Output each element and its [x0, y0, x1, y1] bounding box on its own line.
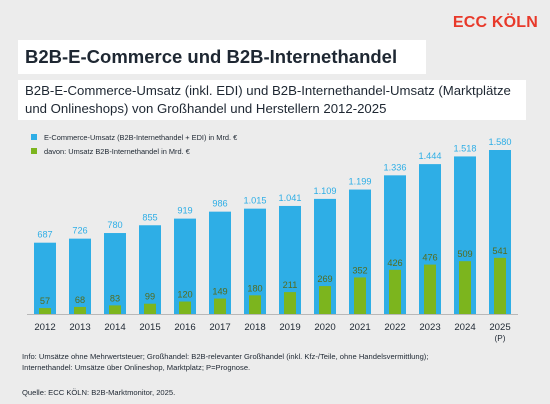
- legend: E-Commerce-Umsatz (B2B-Internethandel + …: [31, 133, 237, 156]
- bar-internethandel-2022: [389, 269, 401, 314]
- label-ecommerce-2024: 1.518: [454, 143, 477, 153]
- label-internethandel-2013: 68: [75, 295, 85, 305]
- x-axis-ticks: 2012 2013 2014 2015 2016 2017 2018 2019 2020 2021…: [34, 322, 510, 343]
- legend-ecommerce-swatch: [31, 134, 37, 140]
- x-tick-2020: 2020: [314, 322, 335, 333]
- label-ecommerce-2025: 1.580: [489, 137, 512, 147]
- label-internethandel-2020: 269: [317, 274, 332, 284]
- label-ecommerce-2013: 726: [72, 226, 87, 236]
- label-internethandel-2015: 99: [145, 292, 155, 302]
- x-tick-2018: 2018: [244, 322, 265, 333]
- x-tick-2015: 2015: [139, 322, 160, 333]
- bar-ecommerce-2017: [209, 211, 231, 314]
- bar-ecommerce-2019: [279, 205, 301, 314]
- subtitle-box: B2B-E-Commerce-Umsatz (inkl. EDI) und B2…: [18, 80, 526, 120]
- bar-internethandel-2016: [179, 301, 191, 314]
- x-tick-2022: 2022: [384, 322, 405, 333]
- x-tick-2023: 2023: [419, 322, 440, 333]
- bar-internethandel-2014: [109, 305, 121, 314]
- x-tick-2012: 2012: [34, 322, 55, 333]
- bar-internethandel-2024: [459, 261, 471, 314]
- bar-internethandel-2017: [214, 298, 226, 314]
- source-note: Quelle: ECC KÖLN: B2B-Marktmonitor, 2025…: [22, 388, 176, 397]
- label-internethandel-2024: 509: [457, 249, 472, 259]
- x-tick-2017: 2017: [209, 322, 230, 333]
- label-ecommerce-2020: 1.109: [314, 186, 337, 196]
- x-tick-note-2025: (P): [495, 334, 506, 343]
- bar-ecommerce-2016: [174, 218, 196, 314]
- label-internethandel-2025: 541: [492, 246, 507, 256]
- label-internethandel-2016: 120: [177, 290, 192, 300]
- label-ecommerce-2012: 687: [37, 230, 52, 240]
- label-ecommerce-2017: 986: [212, 199, 227, 209]
- label-internethandel-2021: 352: [352, 265, 367, 275]
- x-tick-2021: 2021: [349, 322, 370, 333]
- label-ecommerce-2015: 855: [142, 212, 157, 222]
- label-ecommerce-2022: 1.336: [384, 162, 407, 172]
- bar-internethandel-2025: [494, 257, 506, 314]
- legend-internethandel-label: davon: Umsatz B2B-Internethandel in Mrd.…: [44, 147, 190, 156]
- bars: 687 57 726 68 780 83 855 99 919 120 986 149 1.015 180…: [34, 137, 512, 314]
- label-ecommerce-2021: 1.199: [349, 177, 372, 187]
- bar-ecommerce-2018: [244, 208, 266, 314]
- label-internethandel-2019: 211: [283, 280, 298, 290]
- bar-ecommerce-2014: [104, 233, 126, 314]
- bar-internethandel-2019: [284, 292, 296, 314]
- footnote-line-1: Info: Umsätze ohne Mehrwertsteuer; Großh…: [22, 352, 429, 361]
- x-tick-2016: 2016: [174, 322, 195, 333]
- bar-internethandel-2023: [424, 264, 436, 314]
- legend-ecommerce-label: E-Commerce-Umsatz (B2B-Internethandel + …: [44, 133, 237, 142]
- bar-internethandel-2018: [249, 295, 261, 314]
- brand-logo: ECC KÖLN: [452, 14, 538, 31]
- chart-title: B2B-E-Commerce und B2B-Internethandel: [25, 46, 398, 67]
- label-internethandel-2017: 149: [212, 287, 227, 297]
- label-ecommerce-2016: 919: [177, 206, 192, 216]
- bar-internethandel-2013: [74, 306, 86, 314]
- label-internethandel-2012: 57: [40, 296, 50, 306]
- x-tick-2013: 2013: [69, 322, 90, 333]
- footnote-line-2: Internethandel: Umsätze über Onlineshop,…: [22, 362, 251, 372]
- bar-ecommerce-2020: [314, 198, 336, 314]
- label-internethandel-2022: 426: [387, 258, 402, 268]
- label-internethandel-2023: 476: [422, 253, 437, 263]
- legend-internethandel-swatch: [31, 148, 37, 154]
- label-internethandel-2018: 180: [247, 283, 262, 293]
- footnote: Info: Umsätze ohne Mehrwertsteuer; Großh…: [22, 352, 532, 373]
- bar-internethandel-2021: [354, 277, 366, 314]
- bar-chart: E-Commerce-Umsatz (B2B-Internethandel + …: [27, 133, 518, 343]
- label-ecommerce-2023: 1.444: [419, 151, 442, 161]
- label-internethandel-2014: 83: [110, 293, 120, 303]
- bar-internethandel-2020: [319, 286, 331, 314]
- chart-subtitle: B2B-E-Commerce-Umsatz (inkl. EDI) und B2…: [25, 83, 511, 116]
- x-tick-2019: 2019: [279, 322, 300, 333]
- label-ecommerce-2018: 1.015: [244, 196, 267, 206]
- label-ecommerce-2019: 1.041: [279, 193, 302, 203]
- x-tick-2014: 2014: [104, 322, 126, 333]
- x-tick-2025: 2025: [489, 322, 510, 333]
- x-tick-2024: 2024: [454, 322, 476, 333]
- bar-ecommerce-2015: [139, 225, 161, 314]
- bar-ecommerce-2012: [34, 242, 56, 314]
- bar-ecommerce-2013: [69, 238, 91, 314]
- label-ecommerce-2014: 780: [107, 220, 122, 230]
- bar-internethandel-2012: [39, 308, 51, 314]
- bar-internethandel-2015: [144, 303, 156, 314]
- title-box: B2B-E-Commerce und B2B-Internethandel: [18, 40, 426, 74]
